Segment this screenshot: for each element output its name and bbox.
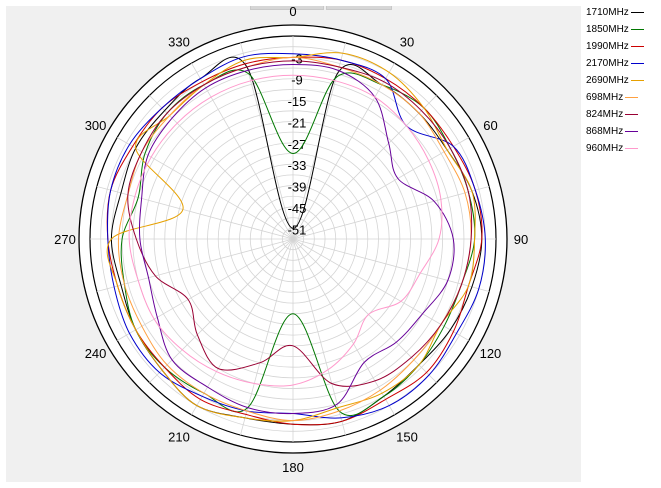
grid-spoke — [292, 62, 395, 240]
legend-swatch — [630, 12, 644, 13]
legend-label: 868MHz — [586, 126, 624, 137]
angle-tick-label: 240 — [85, 346, 107, 361]
polar-chart: 0 30 60 90 120 150 180 210 240 270 300 330 -3 -9 -15 -2… — [54, 6, 528, 475]
legend-label: 960MHz — [586, 143, 624, 154]
plot-area: 0 30 60 90 120 150 180 210 240 270 300 330 -3 -9 -15 -2… — [6, 6, 581, 482]
legend-label: 1850MHz — [586, 24, 629, 35]
radial-tick-label: -15 — [288, 94, 307, 109]
legend-item-1850mhz: 1850MHz — [586, 21, 658, 38]
legend-item-1990mhz: 1990MHz — [586, 38, 658, 55]
legend-item-960mhz: 960MHz — [586, 140, 658, 157]
legend-item-2690mhz: 2690MHz — [586, 72, 658, 89]
legend-swatch — [625, 131, 639, 132]
radial-tick-label: -33 — [288, 158, 307, 173]
angle-tick-label: 180 — [282, 460, 304, 475]
grid-spoke — [292, 238, 490, 292]
legend-label: 698MHz — [586, 92, 624, 103]
radial-tick-label: -45 — [288, 201, 307, 216]
legend-swatch — [625, 97, 639, 98]
radial-tick-label: -3 — [291, 51, 303, 66]
series-line-960mhz — [128, 74, 443, 387]
grid-spoke — [292, 95, 437, 240]
legend-label: 1710MHz — [586, 7, 629, 18]
angle-tick-label: 150 — [396, 429, 418, 444]
angle-tick-label: 270 — [54, 232, 76, 247]
legend-label: 2170MHz — [586, 58, 629, 69]
legend-swatch — [625, 148, 639, 149]
legend-swatch — [630, 80, 644, 81]
radial-tick-label: -27 — [288, 137, 307, 152]
legend-label: 1990MHz — [586, 41, 629, 52]
radial-tick-label: -9 — [291, 73, 303, 88]
angle-tick-label: 120 — [480, 346, 502, 361]
angle-tick-label: 0 — [289, 6, 296, 19]
angle-tick-label: 60 — [483, 118, 497, 133]
legend-swatch — [630, 29, 644, 30]
legend-item-2170mhz: 2170MHz — [586, 55, 658, 72]
grid-spoke — [116, 238, 294, 341]
grid-spoke — [96, 238, 294, 292]
series-line-868mhz — [138, 63, 455, 415]
legend: 1710MHz 1850MHz 1990MHz 2170MHz 2690MHz 698MH… — [586, 4, 658, 157]
grid-spoke — [96, 186, 294, 240]
radial-tick-label: -21 — [288, 115, 307, 130]
grid-spoke — [116, 137, 294, 240]
legend-item-698mhz: 698MHz — [586, 89, 658, 106]
legend-swatch — [625, 114, 639, 115]
grid-spoke — [292, 186, 490, 240]
grid-spoke — [292, 238, 346, 436]
grid-spoke — [149, 238, 294, 383]
angle-tick-label: 30 — [400, 35, 414, 50]
legend-swatch — [630, 63, 644, 64]
angle-tick-label: 300 — [85, 118, 107, 133]
radial-tick-label: -39 — [288, 180, 307, 195]
top-tab-left[interactable] — [250, 6, 324, 10]
angle-tick-label: 90 — [514, 232, 528, 247]
grid-spoke — [292, 238, 470, 341]
series-line-824mhz — [127, 60, 473, 387]
top-tab-right[interactable] — [326, 6, 392, 10]
grid-spoke — [292, 137, 470, 240]
grid-spoke — [191, 238, 294, 416]
legend-item-824mhz: 824MHz — [586, 106, 658, 123]
legend-item-868mhz: 868MHz — [586, 123, 658, 140]
legend-swatch — [630, 46, 644, 47]
grid-spoke — [149, 95, 294, 240]
radial-tick-label: -51 — [288, 222, 307, 237]
series-line-2690mhz — [106, 52, 476, 422]
grid-spoke — [191, 62, 294, 240]
legend-label: 2690MHz — [586, 75, 629, 86]
legend-label: 824MHz — [586, 109, 624, 120]
angle-tick-label: 330 — [168, 35, 190, 50]
angle-tick-label: 210 — [168, 429, 190, 444]
grid-spoke — [240, 238, 294, 436]
legend-item-1710mhz: 1710MHz — [586, 4, 658, 21]
grid-spoke — [292, 238, 437, 383]
grid-spoke — [292, 238, 395, 416]
